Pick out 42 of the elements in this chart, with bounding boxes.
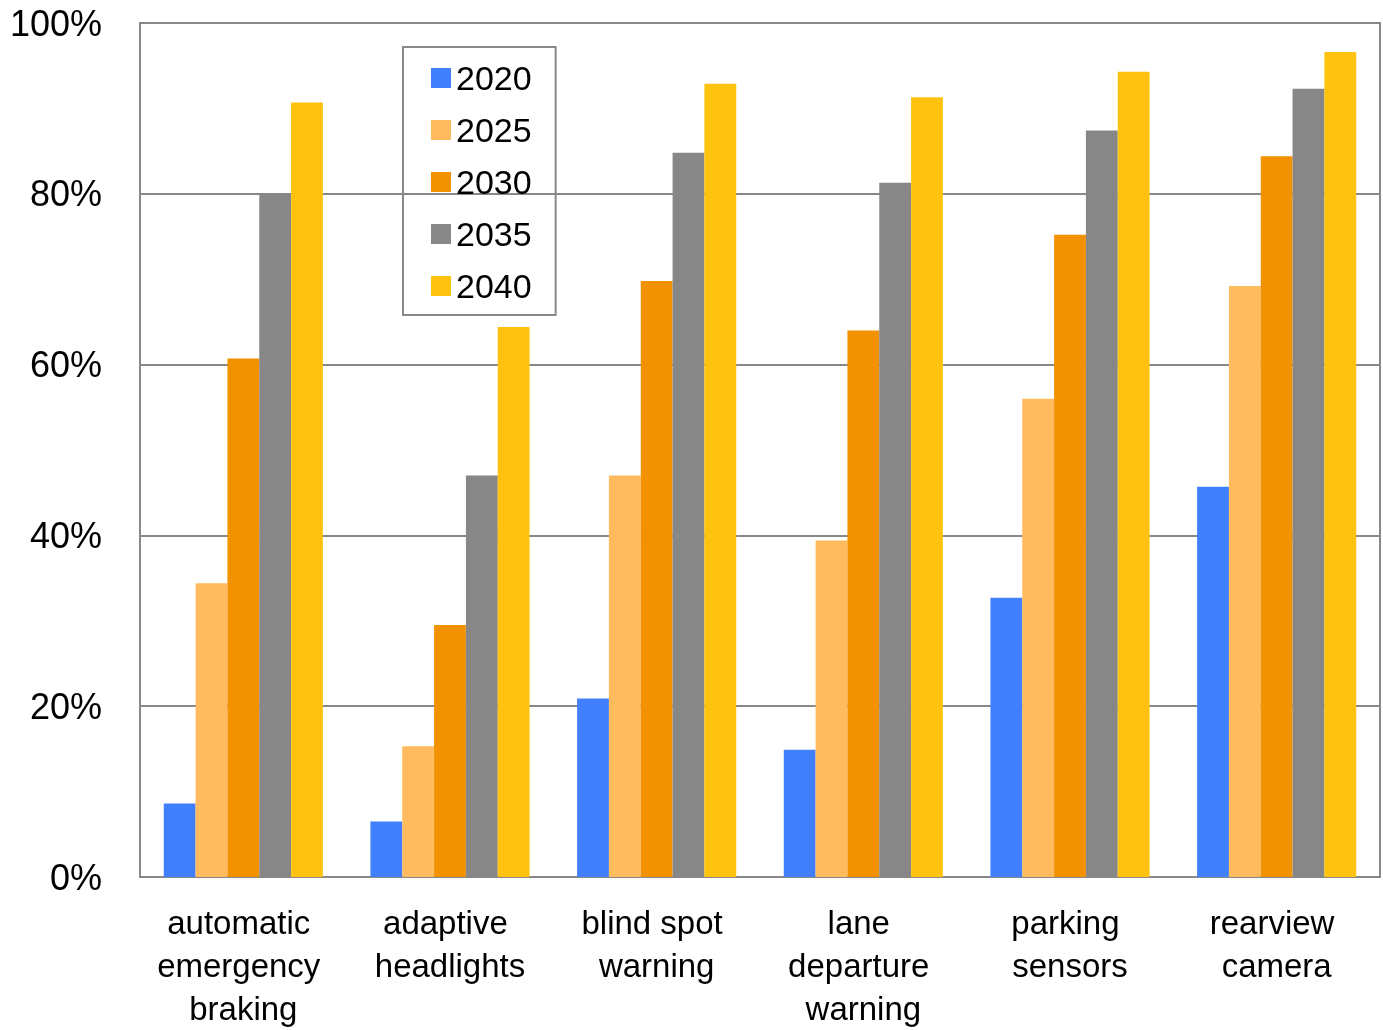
bar xyxy=(163,803,196,877)
bar xyxy=(783,749,816,877)
x-tick-label: parking sensors xyxy=(1011,904,1129,984)
y-tick-label: 80% xyxy=(29,173,102,215)
legend-label: 2020 xyxy=(456,59,532,97)
legend-label: 2025 xyxy=(456,111,532,149)
x-tick-label: rearview camera xyxy=(1209,904,1344,984)
y-tick-label: 0% xyxy=(49,856,102,898)
bar xyxy=(1260,156,1293,877)
bar xyxy=(608,475,641,877)
bar xyxy=(911,97,943,877)
x-tick-label: adaptive headlights xyxy=(374,904,526,984)
legend-label: 2040 xyxy=(456,267,532,305)
y-tick-label: 100% xyxy=(9,2,102,44)
bar xyxy=(434,625,466,877)
bar xyxy=(497,327,530,877)
bar xyxy=(847,330,880,877)
bar xyxy=(640,280,673,877)
bar xyxy=(577,698,609,877)
bar xyxy=(1324,52,1357,877)
legend-label: 2035 xyxy=(456,215,532,253)
bar xyxy=(1022,398,1055,877)
y-tick-label: 40% xyxy=(29,514,102,556)
bar xyxy=(990,597,1023,877)
x-tick-label: lane departure warning xyxy=(788,904,939,1027)
bar xyxy=(227,358,260,877)
x-tick-label: automatic emergency braking xyxy=(157,904,330,1027)
bar xyxy=(1197,486,1229,877)
bar xyxy=(815,540,848,877)
bar xyxy=(195,583,228,877)
bar xyxy=(704,83,737,877)
bar xyxy=(291,102,323,877)
bar xyxy=(1292,88,1325,877)
bar xyxy=(370,821,403,877)
bar xyxy=(1054,234,1086,877)
bar xyxy=(402,746,435,877)
legend-label: 2030 xyxy=(456,163,532,201)
x-tick-label: blind spot warning xyxy=(581,904,732,984)
bar xyxy=(1117,71,1150,877)
bar xyxy=(1228,286,1261,877)
y-tick-label: 60% xyxy=(29,344,102,386)
y-tick-label: 20% xyxy=(29,685,102,727)
